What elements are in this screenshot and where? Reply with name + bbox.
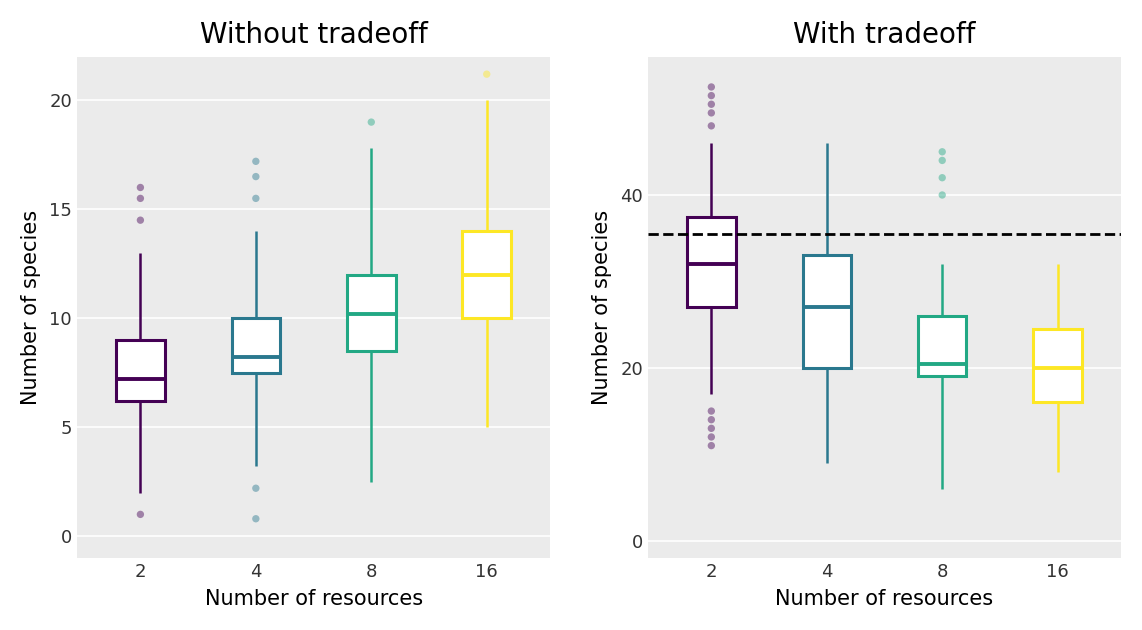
- Point: [933, 173, 951, 183]
- Point: [702, 415, 721, 425]
- Point: [362, 117, 380, 127]
- Title: Without tradeoff: Without tradeoff: [200, 21, 427, 49]
- Point: [131, 183, 150, 193]
- Bar: [116, 340, 164, 401]
- Point: [933, 147, 951, 157]
- Point: [247, 513, 265, 524]
- Title: With tradeoff: With tradeoff: [794, 21, 975, 49]
- Point: [247, 156, 265, 166]
- X-axis label: Number of resources: Number of resources: [775, 589, 994, 609]
- Point: [702, 423, 721, 433]
- Point: [702, 91, 721, 101]
- Point: [702, 99, 721, 109]
- Point: [247, 483, 265, 493]
- Bar: [1034, 329, 1081, 403]
- Bar: [347, 275, 395, 351]
- Point: [702, 406, 721, 416]
- Y-axis label: Number of species: Number of species: [592, 210, 612, 405]
- Bar: [232, 318, 280, 373]
- Point: [702, 108, 721, 118]
- Point: [247, 193, 265, 203]
- Point: [477, 69, 496, 79]
- Bar: [918, 316, 966, 377]
- Point: [933, 190, 951, 200]
- Bar: [803, 256, 851, 368]
- Point: [702, 121, 721, 131]
- Point: [702, 440, 721, 450]
- Point: [247, 171, 265, 181]
- Point: [131, 215, 150, 225]
- Y-axis label: Number of species: Number of species: [21, 210, 41, 405]
- X-axis label: Number of resources: Number of resources: [204, 589, 423, 609]
- Point: [131, 193, 150, 203]
- Bar: [687, 217, 735, 307]
- Point: [702, 432, 721, 442]
- Bar: [463, 231, 510, 318]
- Point: [131, 509, 150, 519]
- Point: [933, 156, 951, 166]
- Point: [702, 82, 721, 92]
